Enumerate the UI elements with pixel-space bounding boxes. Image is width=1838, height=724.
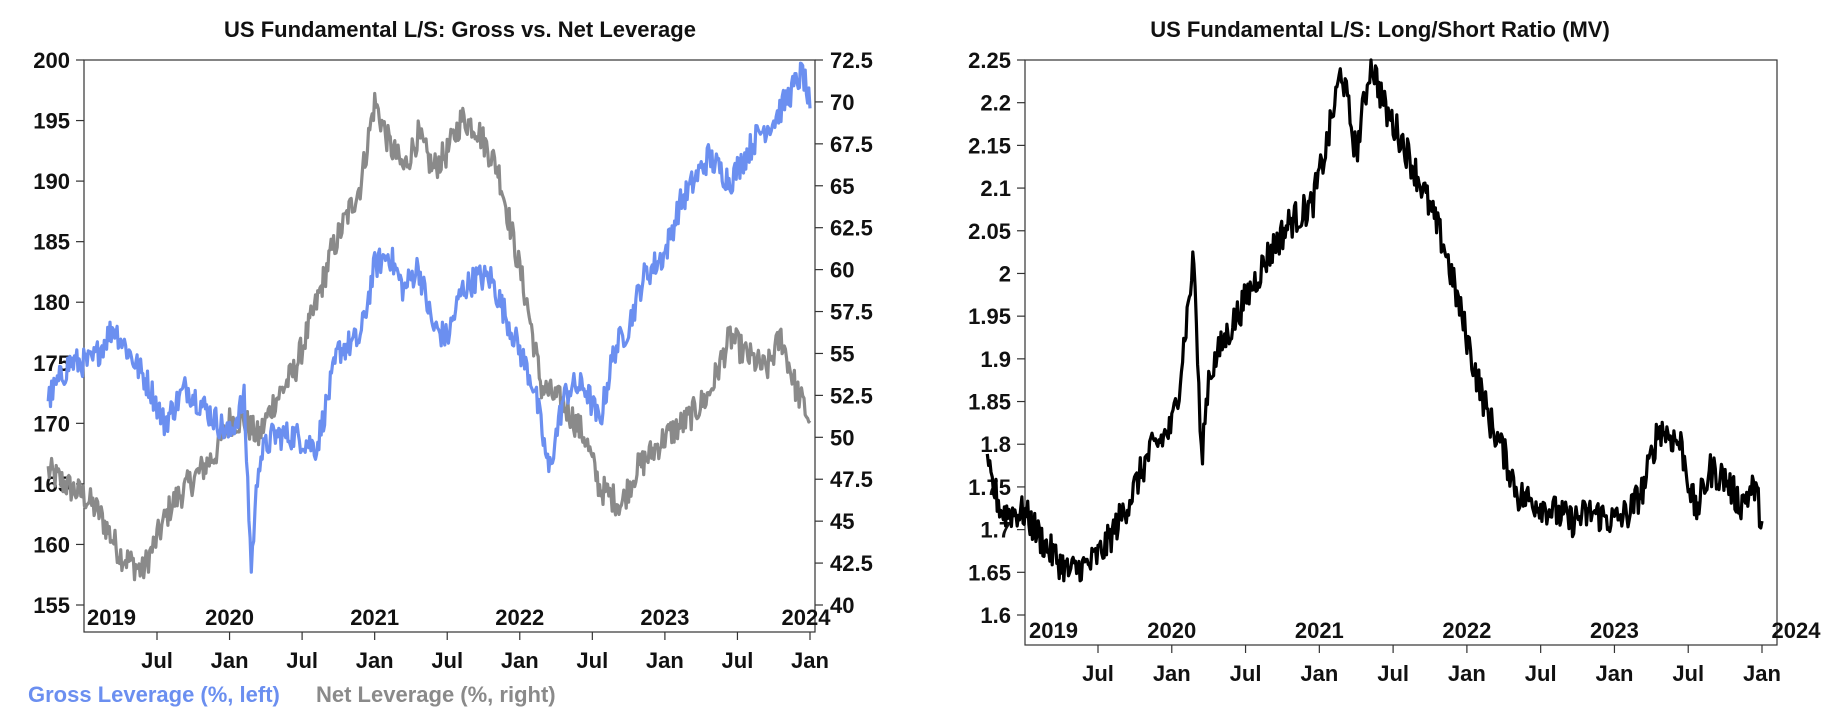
ratio-month-label: Jan: [1743, 661, 1781, 686]
ratio-month-label: Jan: [1448, 661, 1486, 686]
left-year-labels: 2019 2020 2021 2022 2023 2024: [87, 605, 831, 630]
long-short-ratio-line: [985, 58, 1764, 583]
left-y-tick-label: 180: [33, 290, 70, 315]
ratio-month-label: Jul: [1377, 661, 1409, 686]
right-y-tick-label: 60: [830, 258, 854, 283]
ratio-month-label: Jul: [1525, 661, 1557, 686]
long-short-ratio-chart: US Fundamental L/S: Long/Short Ratio (MV…: [968, 17, 1821, 686]
right-y-tick-label: 67.5: [830, 132, 873, 157]
left-y-tick-label: 175: [33, 351, 70, 376]
ratio-month-label: Jan: [1595, 661, 1633, 686]
left-month-label: Jan: [211, 648, 249, 673]
left-year-label: 2023: [640, 605, 689, 630]
right-y-tick-label: 57.5: [830, 300, 873, 325]
right-y-tick-label: 62.5: [830, 216, 873, 241]
ratio-year-label: 2019: [1029, 618, 1078, 643]
left-y-tick-label: 195: [33, 109, 70, 134]
ratio-month-label: Jan: [1153, 661, 1191, 686]
left-month-label: Jan: [791, 648, 829, 673]
left-month-label: Jul: [431, 648, 463, 673]
left-chart-title: US Fundamental L/S: Gross vs. Net Levera…: [224, 17, 696, 42]
ratio-y-tick-label: 2.15: [968, 133, 1011, 158]
ratio-y-tick-label: 2.2: [980, 91, 1011, 116]
left-month-label: Jan: [356, 648, 394, 673]
right-y-tick-label: 55: [830, 341, 854, 366]
right-series-lines: [985, 58, 1764, 583]
left-month-label: Jul: [722, 648, 754, 673]
left-month-label: Jan: [501, 648, 539, 673]
left-year-label: 2022: [495, 605, 544, 630]
ratio-y-tick-label: 2.05: [968, 219, 1011, 244]
right-y-tick-label: 70: [830, 90, 854, 115]
right-plot-frame: [1024, 59, 1778, 646]
left-plot-frame: [83, 59, 816, 633]
ratio-y-tick-label: 1.6: [980, 603, 1011, 628]
left-month-label: Jul: [141, 648, 173, 673]
right-month-labels: Jul Jan Jul Jan Jul Jan Jul Jan Jul Jan: [1082, 645, 1781, 686]
left-month-label: Jul: [286, 648, 318, 673]
legend-net-leverage: Net Leverage (%, right): [316, 682, 556, 707]
left-year-label: 2020: [205, 605, 254, 630]
ratio-month-label: Jul: [1672, 661, 1704, 686]
ratio-y-tick-label: 1.75: [968, 475, 1011, 500]
ratio-y-tick-label: 1.9: [980, 347, 1011, 372]
left-right-y-axis: 72.5 70 67.5 65 62.5 60 57.5 55 52.5 50 47.5 45 42.5…: [815, 48, 873, 618]
ratio-y-tick-label: 2: [999, 261, 1011, 286]
right-y-tick-label: 72.5: [830, 48, 873, 73]
gross-leverage-line: [46, 61, 812, 574]
right-y-tick-label: 52.5: [830, 383, 873, 408]
right-y-tick-label: 50: [830, 425, 854, 450]
ratio-month-label: Jan: [1300, 661, 1338, 686]
left-y-tick-label: 160: [33, 532, 70, 557]
right-y-tick-label: 40: [830, 593, 854, 618]
ratio-year-label: 2022: [1442, 618, 1491, 643]
net-leverage-line: [46, 91, 812, 582]
left-year-label: 2019: [87, 605, 136, 630]
left-year-label: 2024: [782, 605, 832, 630]
legend-gross-leverage: Gross Leverage (%, left): [28, 682, 280, 707]
ratio-year-label: 2020: [1147, 618, 1196, 643]
ratio-month-label: Jul: [1230, 661, 1262, 686]
left-year-label: 2021: [350, 605, 399, 630]
right-y-tick-label: 65: [830, 174, 854, 199]
ratio-y-tick-label: 2.1: [980, 176, 1011, 201]
right-y-tick-label: 47.5: [830, 467, 873, 492]
gross-net-leverage-chart: US Fundamental L/S: Gross vs. Net Levera…: [28, 17, 873, 707]
ratio-y-tick-label: 2.25: [968, 48, 1011, 73]
left-month-label: Jan: [646, 648, 684, 673]
left-y-tick-label: 185: [33, 230, 70, 255]
ratio-y-tick-label: 1.8: [980, 432, 1011, 457]
ratio-y-tick-label: 1.85: [968, 390, 1011, 415]
left-month-label: Jul: [576, 648, 608, 673]
ratio-year-label: 2021: [1295, 618, 1344, 643]
ratio-y-tick-label: 1.95: [968, 304, 1011, 329]
left-y-tick-label: 190: [33, 169, 70, 194]
ratio-y-tick-label: 1.65: [968, 560, 1011, 585]
right-year-labels: 2019 2020 2021 2022 2023 2024: [1029, 618, 1821, 643]
right-y-tick-label: 45: [830, 509, 854, 534]
right-y-axis: 2.252.22.152.12.0521.951.91.851.81.751.7…: [968, 48, 1025, 628]
right-y-tick-label: 42.5: [830, 551, 873, 576]
right-chart-title: US Fundamental L/S: Long/Short Ratio (MV…: [1150, 17, 1610, 42]
left-series-lines: [46, 61, 812, 582]
left-y-tick-label: 200: [33, 48, 70, 73]
ratio-month-label: Jul: [1082, 661, 1114, 686]
left-y-tick-label: 170: [33, 411, 70, 436]
ratio-year-label: 2023: [1590, 618, 1639, 643]
left-y-tick-label: 155: [33, 593, 70, 618]
ratio-year-label: 2024: [1772, 618, 1822, 643]
left-month-labels: Jul Jan Jul Jan Jul Jan Jul Jan Jul Jan: [141, 632, 829, 673]
